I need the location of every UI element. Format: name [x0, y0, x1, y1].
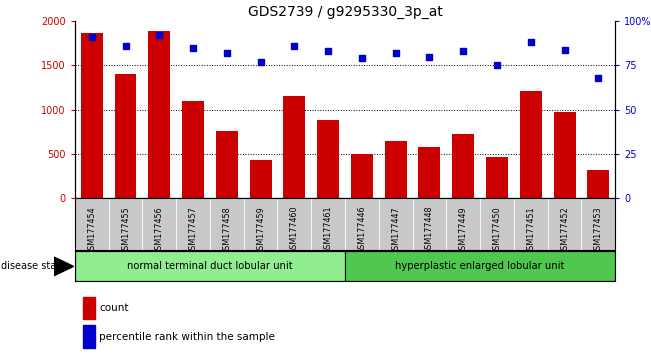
Point	[593, 75, 603, 81]
Bar	[345, 251, 615, 281]
Bar	[83, 297, 95, 319]
Point	[559, 47, 570, 52]
Point	[120, 43, 131, 49]
Text: GSM177451: GSM177451	[526, 206, 535, 255]
Text: GSM177450: GSM177450	[493, 206, 501, 255]
Text: count: count	[99, 303, 129, 313]
Bar	[83, 325, 95, 348]
Bar	[587, 170, 609, 198]
Text: GSM177457: GSM177457	[189, 206, 197, 255]
Point	[323, 48, 333, 54]
Text: GSM177461: GSM177461	[324, 206, 333, 255]
Bar	[317, 120, 339, 198]
Text: percentile rank within the sample: percentile rank within the sample	[99, 332, 275, 342]
Bar	[351, 154, 373, 198]
Bar	[216, 131, 238, 198]
Bar	[283, 96, 305, 198]
Text: GSM177447: GSM177447	[391, 206, 400, 255]
Text: GSM177449: GSM177449	[459, 206, 467, 255]
Text: GSM177452: GSM177452	[560, 206, 569, 255]
Bar	[249, 160, 271, 198]
Point	[424, 54, 435, 59]
Point	[492, 63, 502, 68]
Bar	[419, 147, 441, 198]
Bar	[519, 91, 542, 198]
Polygon shape	[54, 257, 74, 276]
Text: hyperplastic enlarged lobular unit: hyperplastic enlarged lobular unit	[395, 261, 565, 272]
Point	[255, 59, 266, 65]
Text: GSM177458: GSM177458	[223, 206, 231, 255]
Bar	[486, 156, 508, 198]
Text: GSM177456: GSM177456	[155, 206, 164, 255]
Point	[221, 50, 232, 56]
Text: GSM177454: GSM177454	[87, 206, 96, 255]
Title: GDS2739 / g9295330_3p_at: GDS2739 / g9295330_3p_at	[247, 5, 443, 19]
Bar	[385, 141, 407, 198]
Point	[154, 33, 165, 38]
Bar	[115, 74, 137, 198]
Text: normal terminal duct lobular unit: normal terminal duct lobular unit	[127, 261, 293, 272]
Point	[458, 48, 469, 54]
Point	[289, 43, 299, 49]
Point	[357, 56, 367, 61]
Point	[391, 50, 401, 56]
Text: GSM177459: GSM177459	[256, 206, 265, 255]
Text: GSM177455: GSM177455	[121, 206, 130, 255]
Bar	[452, 134, 474, 198]
Bar	[182, 101, 204, 198]
Point	[525, 40, 536, 45]
Point	[188, 45, 199, 51]
Bar	[148, 31, 171, 198]
Text: GSM177446: GSM177446	[357, 206, 367, 255]
Text: GSM177453: GSM177453	[594, 206, 603, 255]
Text: GSM177460: GSM177460	[290, 206, 299, 255]
Text: disease state: disease state	[1, 261, 66, 272]
Point	[87, 34, 97, 40]
Bar	[553, 112, 575, 198]
Text: GSM177448: GSM177448	[425, 206, 434, 255]
Bar	[81, 33, 103, 198]
Bar	[75, 251, 345, 281]
